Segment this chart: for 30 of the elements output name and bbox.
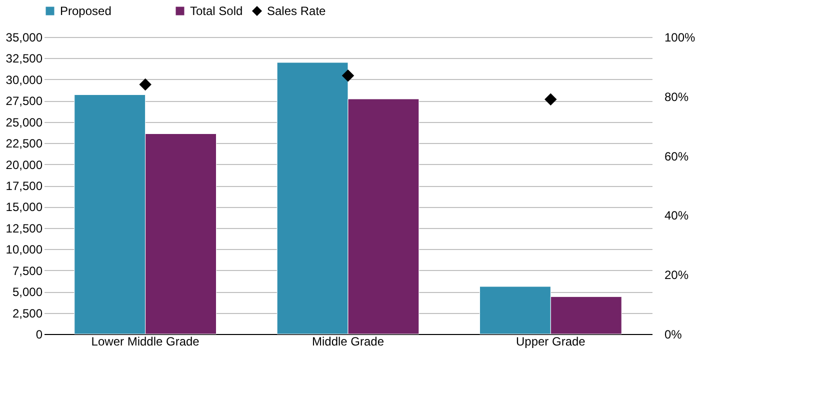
y-tick-label: 2,500 [12, 306, 43, 320]
y-tick-label: 30,000 [6, 72, 43, 87]
x-tick-label: Upper Grade [516, 334, 586, 348]
y2-tick-label: 100% [664, 30, 696, 44]
y2-tick-label: 80% [664, 90, 689, 104]
y2-tick-label: 60% [664, 149, 689, 164]
x-tick-label: Middle Grade [312, 334, 384, 348]
point [139, 78, 152, 91]
y-tick-label: 25,000 [6, 115, 43, 130]
x-tick-label: Lower Middle Grade [91, 334, 200, 348]
legend-label: Sales Rate [267, 4, 326, 18]
y2-tick-label: 0% [664, 328, 682, 342]
y-tick-label: 17,500 [6, 179, 43, 193]
y2-tick-label: 20% [664, 268, 689, 282]
y-tick-label: 0 [36, 328, 43, 342]
y-tick-label: 12,500 [6, 221, 43, 236]
y-tick-label: 32,500 [6, 52, 43, 66]
y-tick-label: 22,500 [6, 136, 43, 151]
y-tick-label: 7,500 [12, 264, 43, 278]
y-tick-label: 15,000 [6, 200, 43, 214]
point [544, 93, 557, 106]
y-tick-label: 10,000 [6, 242, 43, 257]
y-tick-label: 5,000 [12, 285, 43, 300]
legend-label: Proposed [60, 4, 112, 18]
legend-label: Total Sold [190, 4, 243, 18]
y-tick-label: 20,000 [6, 158, 43, 172]
y-tick-label: 27,500 [6, 94, 43, 108]
point [342, 69, 354, 82]
y-tick-label: 35,000 [6, 30, 43, 44]
y2-tick-label: 40% [664, 208, 689, 223]
